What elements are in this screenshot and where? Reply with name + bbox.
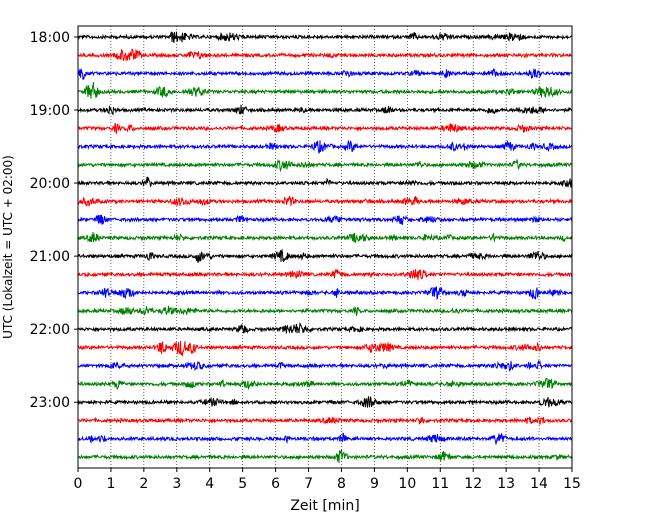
trace-11: [77, 232, 573, 244]
trace-20: [77, 396, 573, 408]
trace-2: [77, 68, 573, 80]
x-tick-label: 12: [464, 476, 482, 492]
y-axis-ticks: 18:00 19:00 20:00 21:00 22:00 23:00: [30, 30, 78, 411]
x-tick-label: 6: [271, 476, 280, 492]
y-tick-label: 21:00: [30, 249, 70, 265]
x-axis-label: Zeit [min]: [290, 498, 359, 514]
trace-3: [77, 82, 573, 99]
traces: [77, 31, 573, 464]
y-tick-label: 19:00: [30, 103, 70, 119]
x-tick-label: 10: [398, 476, 416, 492]
x-tick-label: 13: [497, 476, 515, 492]
x-tick-label: 11: [431, 476, 449, 492]
x-tick-label: 4: [205, 476, 214, 492]
x-tick-label: 8: [337, 476, 346, 492]
trace-10: [77, 214, 573, 226]
y-tick-label: 22:00: [30, 322, 70, 338]
x-tick-label: 0: [74, 476, 83, 492]
trace-17: [77, 341, 573, 357]
x-tick-label: 7: [304, 476, 313, 492]
y-axis-label: UTC (Lokalzeit = UTC + 02:00): [1, 155, 15, 339]
trace-16: [77, 321, 573, 334]
y-tick-label: 20:00: [30, 176, 70, 192]
trace-1: [77, 48, 573, 61]
x-tick-label: 5: [238, 476, 247, 492]
x-tick-label: 14: [530, 476, 548, 492]
trace-7: [77, 158, 573, 173]
plot-area: [78, 26, 572, 468]
x-tick-label: 1: [106, 476, 115, 492]
x-tick-label: 9: [370, 476, 379, 492]
x-tick-label: 2: [139, 476, 148, 492]
trace-5: [77, 123, 573, 135]
trace-15: [77, 305, 573, 316]
trace-18: [77, 359, 573, 373]
trace-23: [77, 449, 573, 464]
y-tick-label: 18:00: [30, 30, 70, 46]
trace-8: [77, 176, 573, 188]
trace-12: [77, 248, 573, 263]
trace-4: [77, 104, 573, 116]
trace-21: [77, 416, 573, 425]
x-tick-label: 3: [172, 476, 181, 492]
trace-14: [77, 286, 573, 300]
plot-frame: [77, 25, 573, 469]
trace-22: [77, 432, 573, 446]
trace-6: [77, 139, 573, 154]
x-tick-label: 15: [563, 476, 581, 492]
trace-9: [77, 196, 573, 207]
y-tick-label: 23:00: [30, 395, 70, 411]
trace-19: [77, 377, 573, 391]
x-axis-ticks: 0 1 2 3 4 5 6 7 8 9 10 11 12 13 14 15: [74, 468, 581, 492]
trace-0: [77, 31, 573, 43]
trace-13: [77, 268, 573, 281]
